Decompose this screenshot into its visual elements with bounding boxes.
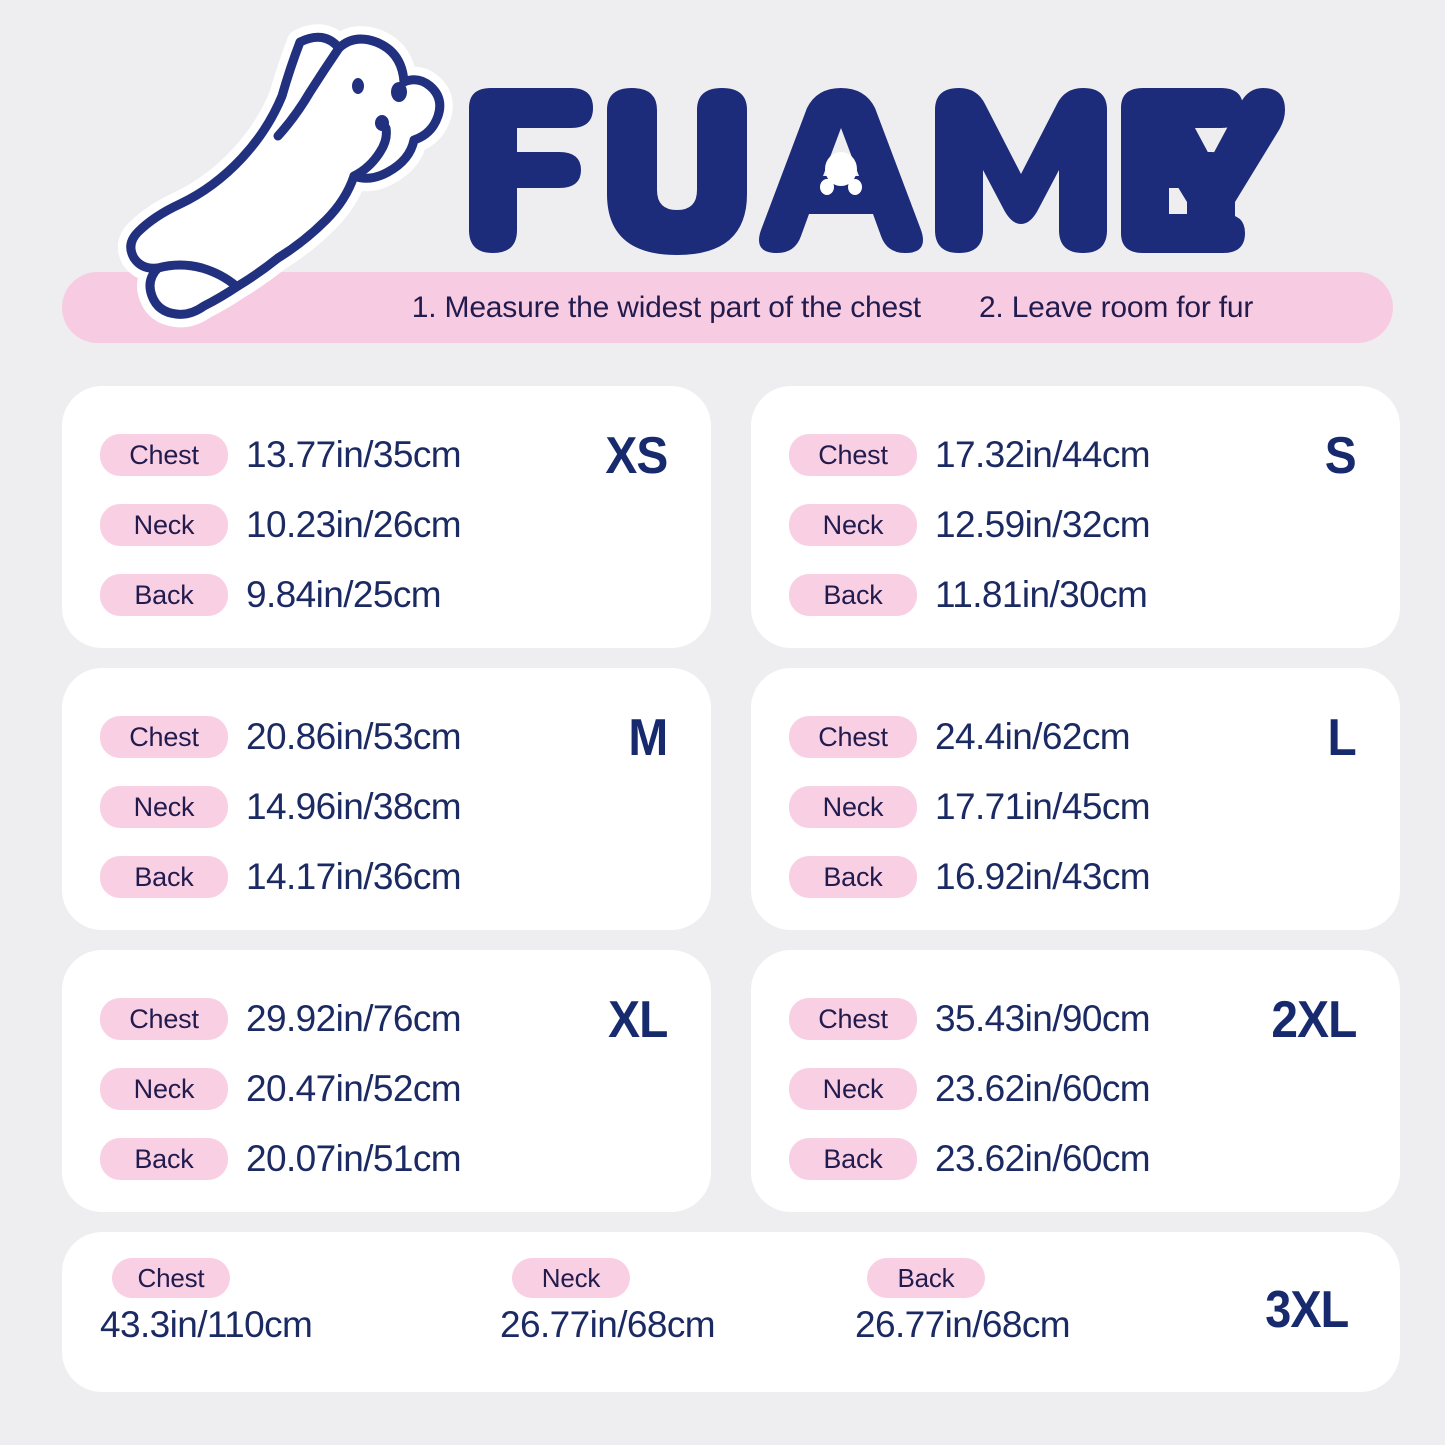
size-card-m[interactable]: Chest 20.86in/53cm Neck 14.96in/38cm Bac… — [62, 668, 711, 930]
measurement-back: Back 23.62in/60cm — [789, 1124, 1400, 1194]
chest-label: Chest — [789, 434, 917, 476]
back-label: Back — [789, 574, 917, 616]
size-card-3xl[interactable]: Chest 43.3in/110cm Neck 26.77in/68cm Bac… — [62, 1232, 1400, 1392]
neck-value: 26.77in/68cm — [500, 1304, 716, 1345]
measurement-back: Back 16.92in/43cm — [789, 842, 1400, 912]
measurement-back: Back 20.07in/51cm — [100, 1124, 711, 1194]
size-card-xs[interactable]: Chest 13.77in/35cm Neck 10.23in/26cm Bac… — [62, 386, 711, 648]
measurement-back: Back 11.81in/30cm — [789, 560, 1400, 630]
measurement-back: Back 26.77in/68cm — [855, 1258, 1210, 1346]
measurement-neck: Neck 20.47in/52cm — [100, 1054, 711, 1124]
back-label: Back — [789, 856, 917, 898]
size-card-2xl[interactable]: Chest 35.43in/90cm Neck 23.62in/60cm Bac… — [751, 950, 1400, 1212]
measurement-chest: Chest 13.77in/35cm — [100, 420, 711, 490]
size-badge: 2XL — [1271, 991, 1357, 1049]
chest-value: 43.3in/110cm — [100, 1304, 313, 1345]
size-row: Chest 29.92in/76cm Neck 20.47in/52cm Bac… — [62, 950, 1400, 1212]
back-label: Back — [100, 574, 228, 616]
brand-logo — [455, 78, 1285, 263]
instruction-step-1: 1. Measure the widest part of the chest — [411, 290, 921, 324]
chest-label: Chest — [789, 998, 917, 1040]
neck-label: Neck — [789, 786, 917, 828]
measurement-neck: Neck 14.96in/38cm — [100, 772, 711, 842]
size-row: Chest 20.86in/53cm Neck 14.96in/38cm Bac… — [62, 668, 1400, 930]
chest-value: 13.77in/35cm — [246, 434, 462, 475]
measurement-neck: Neck 10.23in/26cm — [100, 490, 711, 560]
chest-value: 20.86in/53cm — [246, 716, 462, 757]
chest-label: Chest — [789, 716, 917, 758]
neck-value: 20.47in/52cm — [246, 1068, 462, 1109]
back-value: 11.81in/30cm — [935, 574, 1148, 615]
neck-label: Neck — [789, 1068, 917, 1110]
back-value: 23.62in/60cm — [935, 1138, 1151, 1179]
measurement-back: Back 9.84in/25cm — [100, 560, 711, 630]
measurement-chest: Chest 29.92in/76cm — [100, 984, 711, 1054]
instructions-banner: 1. Measure the widest part of the chest … — [62, 272, 1393, 343]
chest-value: 29.92in/76cm — [246, 998, 462, 1039]
neck-value: 12.59in/32cm — [935, 504, 1151, 545]
size-badge: S — [1325, 427, 1357, 485]
header: 1. Measure the widest part of the chest … — [0, 0, 1445, 370]
measurement-neck: Neck 26.77in/68cm — [500, 1258, 855, 1346]
measurement-chest: Chest 43.3in/110cm — [100, 1258, 500, 1346]
instruction-step-2: 2. Leave room for fur — [978, 290, 1254, 324]
size-card-xl[interactable]: Chest 29.92in/76cm Neck 20.47in/52cm Bac… — [62, 950, 711, 1212]
size-card-s[interactable]: Chest 17.32in/44cm Neck 12.59in/32cm Bac… — [751, 386, 1400, 648]
neck-value: 10.23in/26cm — [246, 504, 462, 545]
neck-value: 23.62in/60cm — [935, 1068, 1151, 1109]
chest-label: Chest — [112, 1258, 230, 1298]
chest-label: Chest — [100, 998, 228, 1040]
size-chart-grid: Chest 13.77in/35cm Neck 10.23in/26cm Bac… — [62, 386, 1400, 1412]
size-badge: 3XL — [1264, 1281, 1349, 1339]
size-badge: L — [1327, 709, 1357, 767]
neck-label: Neck — [100, 1068, 228, 1110]
size-badge: XS — [605, 427, 668, 485]
back-value: 16.92in/43cm — [935, 856, 1151, 897]
measurement-neck: Neck 17.71in/45cm — [789, 772, 1400, 842]
chest-value: 24.4in/62cm — [935, 716, 1131, 757]
back-label: Back — [100, 1138, 228, 1180]
back-value: 26.77in/68cm — [855, 1304, 1071, 1345]
back-value: 20.07in/51cm — [246, 1138, 462, 1179]
measurement-chest: Chest 20.86in/53cm — [100, 702, 711, 772]
size-badge: XL — [607, 991, 668, 1049]
back-label: Back — [867, 1258, 985, 1298]
measurement-neck: Neck 12.59in/32cm — [789, 490, 1400, 560]
back-value: 14.17in/36cm — [246, 856, 462, 897]
measurement-chest: Chest 24.4in/62cm — [789, 702, 1400, 772]
measurement-neck: Neck 23.62in/60cm — [789, 1054, 1400, 1124]
neck-label: Neck — [100, 786, 228, 828]
neck-value: 17.71in/45cm — [935, 786, 1151, 827]
chest-label: Chest — [100, 434, 228, 476]
size-badge: M — [628, 709, 668, 767]
measurement-chest: Chest 17.32in/44cm — [789, 420, 1400, 490]
size-card-l[interactable]: Chest 24.4in/62cm Neck 17.71in/45cm Back… — [751, 668, 1400, 930]
neck-label: Neck — [512, 1258, 630, 1298]
neck-label: Neck — [789, 504, 917, 546]
back-label: Back — [789, 1138, 917, 1180]
back-label: Back — [100, 856, 228, 898]
chest-label: Chest — [100, 716, 228, 758]
back-value: 9.84in/25cm — [246, 574, 442, 615]
neck-label: Neck — [100, 504, 228, 546]
measurement-back: Back 14.17in/36cm — [100, 842, 711, 912]
neck-value: 14.96in/38cm — [246, 786, 462, 827]
chest-value: 35.43in/90cm — [935, 998, 1151, 1039]
size-row: Chest 43.3in/110cm Neck 26.77in/68cm Bac… — [62, 1232, 1400, 1392]
measurement-chest: Chest 35.43in/90cm — [789, 984, 1400, 1054]
chest-value: 17.32in/44cm — [935, 434, 1151, 475]
brand-wordmark — [455, 78, 1285, 263]
size-row: Chest 13.77in/35cm Neck 10.23in/26cm Bac… — [62, 386, 1400, 648]
dog-illustration-icon — [118, 24, 463, 344]
